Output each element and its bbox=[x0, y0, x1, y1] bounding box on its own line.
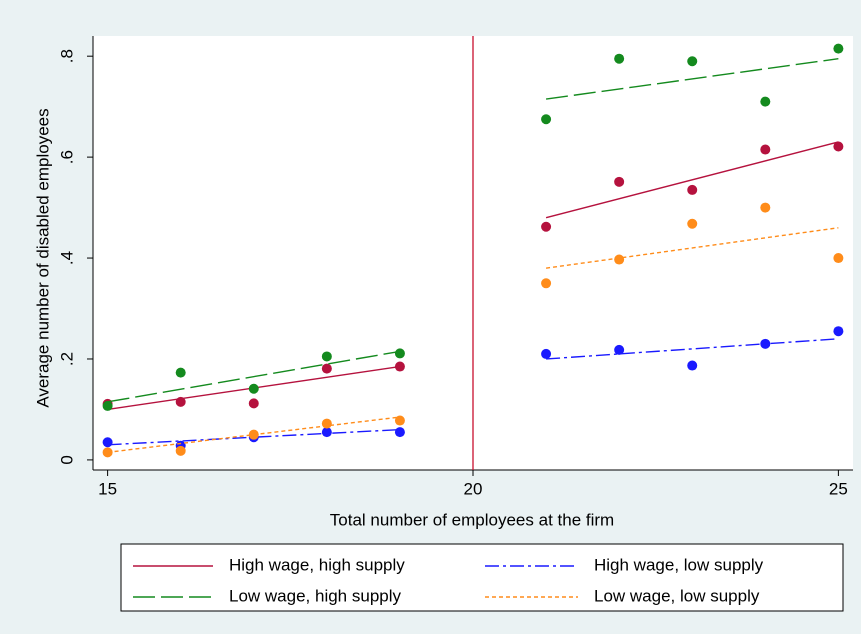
fit-line bbox=[545, 141, 839, 219]
legend bbox=[120, 543, 844, 612]
point bbox=[541, 348, 552, 359]
point bbox=[102, 447, 113, 458]
legend-label: High wage, high supply bbox=[229, 555, 405, 574]
x-tick-label: 15 bbox=[98, 479, 117, 498]
fit-line bbox=[107, 350, 401, 403]
point bbox=[614, 254, 625, 265]
point bbox=[321, 427, 332, 438]
point bbox=[248, 398, 259, 409]
point bbox=[321, 418, 332, 429]
point bbox=[760, 338, 771, 349]
point bbox=[321, 363, 332, 374]
point bbox=[833, 253, 844, 264]
point bbox=[687, 218, 698, 229]
point bbox=[175, 396, 186, 407]
point bbox=[614, 53, 625, 64]
point bbox=[394, 415, 405, 426]
legend-label: High wage, low supply bbox=[594, 555, 764, 574]
legend-label: Low wage, low supply bbox=[594, 586, 760, 605]
point bbox=[833, 43, 844, 54]
point bbox=[541, 278, 552, 289]
point bbox=[760, 144, 771, 155]
point bbox=[394, 348, 405, 359]
point bbox=[687, 360, 698, 371]
point bbox=[541, 221, 552, 232]
point bbox=[614, 176, 625, 187]
point bbox=[833, 326, 844, 337]
fit-line bbox=[107, 428, 400, 446]
y-tick-label: .6 bbox=[57, 150, 76, 164]
x-tick-label: 25 bbox=[829, 479, 848, 498]
x-axis-title: Total number of employees at the firm bbox=[330, 510, 614, 529]
y-axis-title: Average number of disabled employees bbox=[33, 108, 52, 407]
fit-line bbox=[545, 227, 839, 269]
point bbox=[541, 114, 552, 125]
point bbox=[102, 400, 113, 411]
point bbox=[321, 351, 332, 362]
point bbox=[833, 141, 844, 152]
y-tick-label: .4 bbox=[57, 251, 76, 265]
point bbox=[175, 367, 186, 378]
fit-line bbox=[546, 338, 839, 360]
point bbox=[687, 184, 698, 195]
y-tick-label: .2 bbox=[57, 352, 76, 366]
point bbox=[248, 429, 259, 440]
point bbox=[394, 427, 405, 438]
y-tick-label: 0 bbox=[57, 455, 76, 464]
point bbox=[102, 437, 113, 448]
point bbox=[687, 56, 698, 67]
point bbox=[760, 202, 771, 213]
point bbox=[394, 361, 405, 372]
legend-label: Low wage, high supply bbox=[229, 586, 402, 605]
y-tick-label: .8 bbox=[57, 49, 76, 63]
point bbox=[248, 383, 259, 394]
fit-line bbox=[545, 58, 839, 100]
point bbox=[614, 344, 625, 355]
x-tick-label: 20 bbox=[464, 479, 483, 498]
point bbox=[175, 445, 186, 456]
point bbox=[760, 96, 771, 107]
